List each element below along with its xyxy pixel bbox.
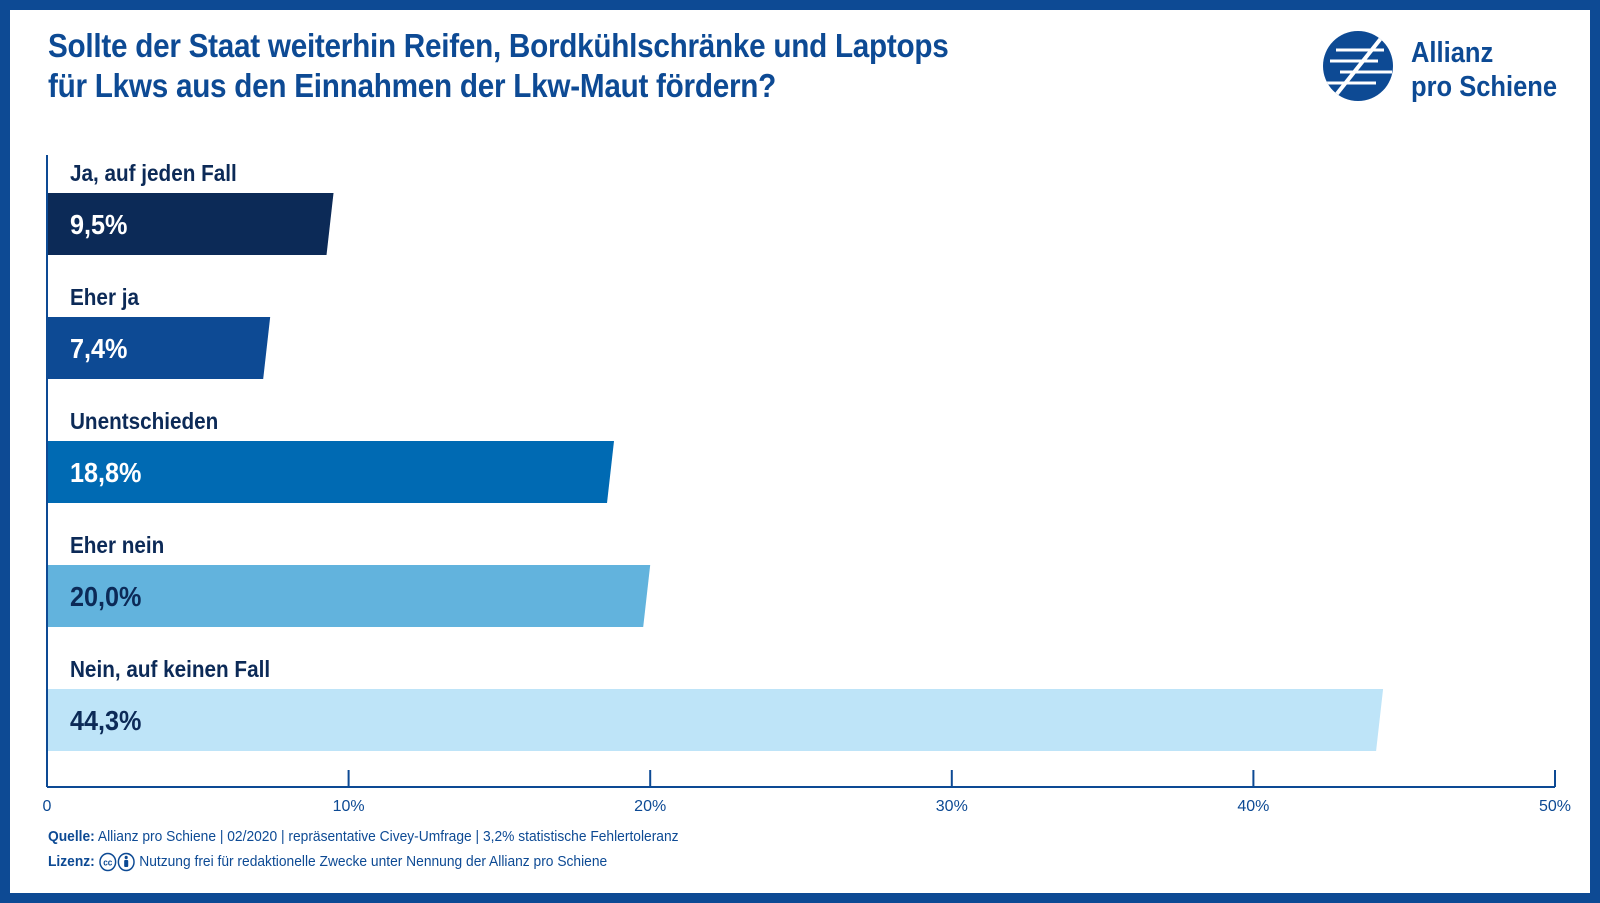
bar	[47, 689, 1384, 751]
license-label: Lizenz:	[48, 853, 95, 870]
source-text: Allianz pro Schiene | 02/2020 | repräsen…	[97, 828, 679, 845]
creative-commons-by-icon: cc	[99, 852, 135, 872]
category-label: Nein, auf keinen Fall	[70, 656, 270, 682]
bar	[47, 193, 334, 255]
chart-title: Sollte der Staat weiterhin Reifen, Bordk…	[48, 26, 949, 106]
value-label: 18,8%	[70, 457, 141, 489]
bar	[47, 565, 651, 627]
x-tick-label: 40%	[1237, 798, 1269, 815]
brand-logo: Allianz pro Schiene	[1322, 30, 1572, 106]
license-text: Nutzung frei für redaktionelle Zwecke un…	[139, 853, 608, 870]
logo-line-1: Allianz	[1411, 37, 1494, 69]
value-label: 44,3%	[70, 705, 141, 737]
value-label: 9,5%	[70, 209, 127, 241]
source-line: Quelle: Allianz pro Schiene | 02/2020 | …	[48, 824, 679, 849]
value-label: 7,4%	[70, 333, 127, 365]
x-tick-label: 20%	[634, 798, 666, 815]
logo-wordmark: Allianz pro Schiene	[1411, 36, 1557, 104]
bar	[47, 441, 615, 503]
x-tick-label: 30%	[936, 798, 968, 815]
x-tick-label: 10%	[333, 798, 365, 815]
value-label: 20,0%	[70, 581, 141, 613]
allianz-pro-schiene-logo-icon	[1323, 31, 1393, 101]
license-line: Lizenz: cc Nutzung frei für redaktionell…	[48, 849, 679, 874]
category-label: Unentschieden	[70, 408, 218, 434]
svg-text:cc: cc	[103, 857, 112, 867]
category-label: Eher nein	[70, 532, 164, 558]
category-label: Ja, auf jeden Fall	[70, 160, 237, 186]
chart-title-line-1: Sollte der Staat weiterhin Reifen, Bordk…	[48, 27, 949, 64]
chart-title-line-2: für Lkws aus den Einnahmen der Lkw-Maut …	[48, 67, 776, 104]
x-tick-label: 50%	[1539, 798, 1571, 815]
footer: Quelle: Allianz pro Schiene | 02/2020 | …	[48, 824, 679, 874]
bar	[47, 317, 271, 379]
source-label: Quelle:	[48, 828, 95, 845]
x-tick-label: 0	[43, 798, 52, 815]
logo-line-2: pro Schiene	[1411, 71, 1558, 103]
category-label: Eher ja	[70, 284, 140, 310]
